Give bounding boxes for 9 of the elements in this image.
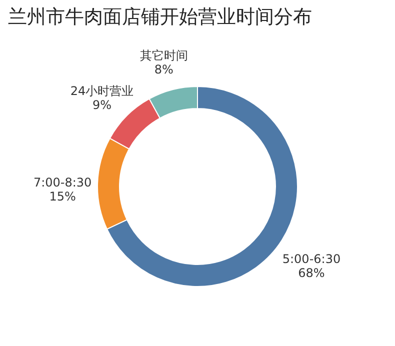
slice-label: 其它时间 (140, 48, 188, 63)
data-label: 68% (298, 266, 325, 280)
data-label: 8% (154, 62, 174, 77)
slice-label: 7:00-8:30 (33, 175, 92, 190)
data-label: 9% (92, 98, 112, 112)
data-label: 15% (49, 189, 76, 204)
chart-title: 兰州市牛肉面店铺开始营业时间分布 (8, 6, 312, 28)
slice-label: 24小时营业 (70, 84, 134, 98)
slice-label: 5:00-6:30 (282, 252, 341, 266)
